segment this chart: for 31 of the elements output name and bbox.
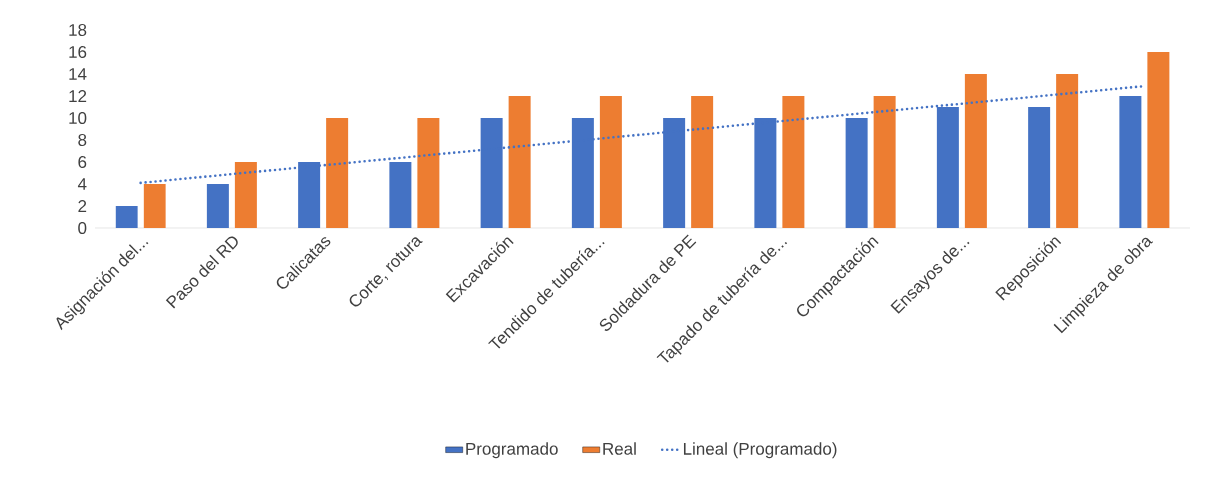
bar — [1147, 52, 1170, 228]
y-tick-label: 18 — [69, 23, 87, 37]
y-tick-label: 4 — [77, 178, 87, 190]
bar — [1056, 74, 1079, 228]
bar — [964, 74, 987, 228]
bar — [1028, 107, 1051, 228]
bar — [873, 96, 896, 228]
bar — [845, 118, 868, 228]
bar — [143, 184, 166, 228]
bar — [691, 96, 714, 228]
bar — [115, 206, 138, 228]
y-tick-label: 10 — [69, 111, 87, 125]
bar — [782, 96, 805, 228]
legend-label: Lineal (Programado) — [683, 442, 837, 459]
bar — [508, 96, 531, 228]
bar — [389, 162, 412, 228]
bar — [326, 118, 349, 228]
bar — [417, 118, 440, 228]
legend-label: Real — [603, 442, 636, 455]
bar — [599, 96, 622, 228]
bar — [234, 162, 257, 228]
bar — [1119, 96, 1142, 228]
bar — [206, 184, 229, 228]
y-tick-label: 14 — [69, 68, 87, 80]
y-tick-label: 12 — [69, 90, 87, 102]
y-tick-label: 2 — [78, 200, 87, 212]
y-tick-label: 8 — [78, 133, 87, 147]
y-tick-label: 0 — [78, 221, 87, 235]
legend-label: Programado — [466, 442, 558, 459]
y-tick-label: 6 — [78, 155, 87, 169]
y-tick-label: 16 — [69, 45, 87, 59]
